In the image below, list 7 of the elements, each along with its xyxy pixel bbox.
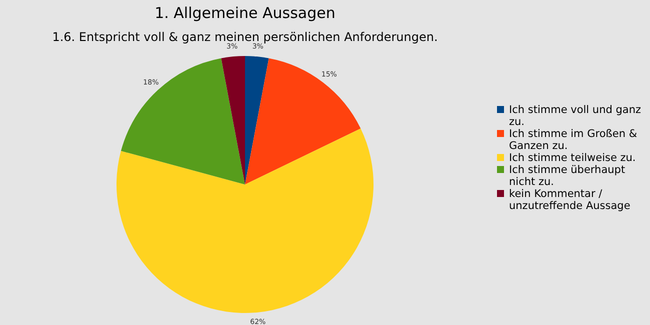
legend-label: Ich stimme teilweise zu. — [508, 152, 637, 164]
legend-label: Ich stimme voll und ganz zu. — [508, 104, 642, 128]
chart-title: 1. Allgemeine Aussagen — [154, 4, 336, 22]
legend-label: Ich stimme im Großen & Ganzen zu. — [508, 128, 638, 152]
legend-label: Ich stimme überhaupt nicht zu. — [508, 164, 626, 188]
legend-label: kein Kommentar / unzutreffende Aussage — [508, 188, 632, 212]
chart-subtitle: 1.6. Entspricht voll & ganz meinen persönlichen Anforderungen. — [51, 30, 439, 44]
